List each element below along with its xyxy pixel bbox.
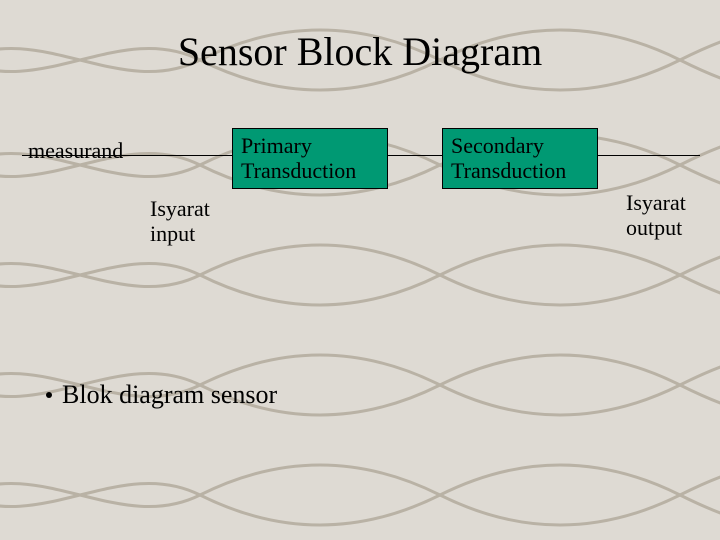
node-label: measurand [28,138,123,163]
node-label: Isyaratoutput [626,190,686,240]
node-label: PrimaryTransduction [241,133,356,183]
node-label: SecondaryTransduction [451,133,566,183]
label-isyarat-output: Isyaratoutput [626,190,716,241]
bullet-text: Blok diagram sensor [62,380,277,410]
connector-line [598,155,700,156]
bullet-item: Blok diagram sensor [46,380,277,410]
node-secondary-transduction: SecondaryTransduction [442,128,598,189]
node-label: Isyaratinput [150,196,210,246]
label-isyarat-input: Isyaratinput [150,196,240,247]
connector-line [388,155,442,156]
node-measurand: measurand [28,138,158,163]
slide-title: Sensor Block Diagram [0,28,720,75]
bullet-icon [46,392,52,398]
node-primary-transduction: PrimaryTransduction [232,128,388,189]
